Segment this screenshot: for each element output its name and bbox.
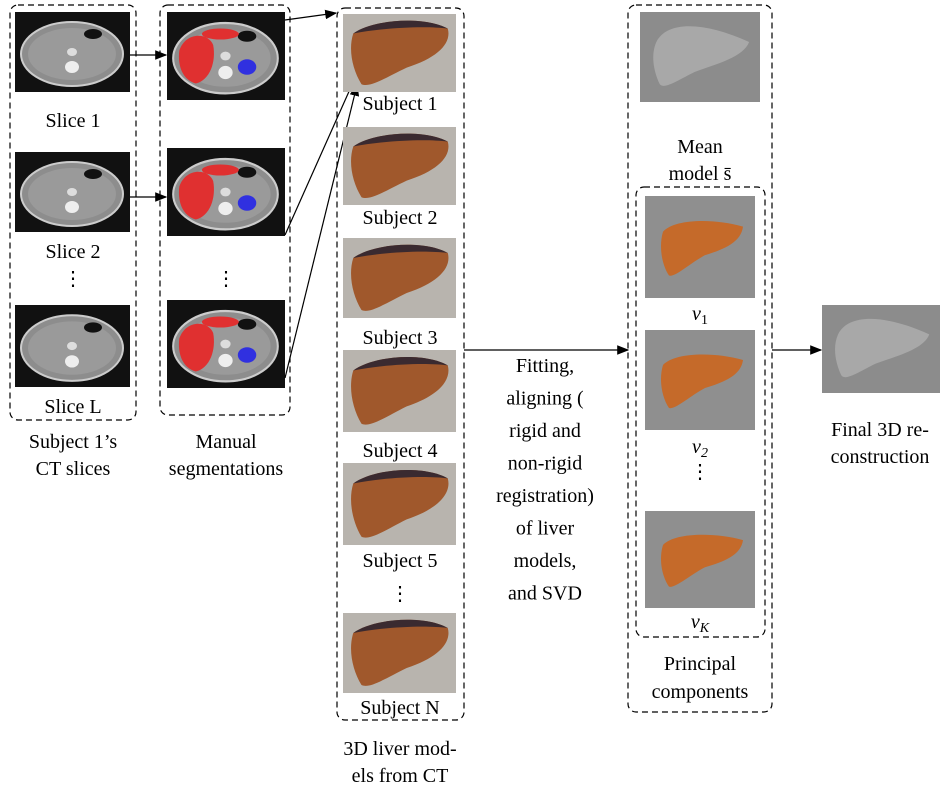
caption: components bbox=[652, 681, 749, 703]
caption: Subject 1’s bbox=[29, 431, 118, 453]
caption: Mean bbox=[677, 136, 723, 158]
slice-label: Slice 2 bbox=[46, 241, 101, 263]
subject-label: Subject 3 bbox=[363, 327, 438, 349]
component-image bbox=[645, 330, 755, 430]
component-label: v bbox=[691, 611, 700, 633]
caption: segmentations bbox=[169, 458, 284, 480]
subject-label: Subject N bbox=[360, 697, 439, 719]
component-image bbox=[645, 196, 755, 298]
ellipsis: ⋮ bbox=[390, 583, 410, 605]
liver-image bbox=[343, 350, 456, 432]
liver-image bbox=[343, 127, 456, 205]
caption: Manual bbox=[195, 431, 257, 453]
segmentation-image bbox=[167, 300, 285, 388]
liver-image bbox=[343, 463, 456, 545]
process-line: of liver bbox=[516, 518, 575, 540]
caption: els from CT bbox=[352, 765, 449, 787]
component-label: vK bbox=[691, 611, 710, 636]
ct-image bbox=[15, 152, 130, 232]
liver-image bbox=[343, 238, 456, 318]
segmentation-image bbox=[167, 148, 285, 236]
caption: construction bbox=[831, 446, 930, 468]
component-label: v2 bbox=[692, 436, 708, 461]
component-label: v bbox=[692, 303, 701, 325]
ellipsis: ⋮ bbox=[63, 268, 83, 290]
mean-model-image bbox=[640, 12, 760, 102]
process-line: registration) bbox=[496, 485, 594, 507]
component-label: v bbox=[692, 436, 701, 458]
diagram: Slice 1 Slice 2 ⋮ Slice L Subject 1’s CT… bbox=[0, 0, 948, 794]
component-subscript: 1 bbox=[701, 313, 708, 328]
process-line: rigid and bbox=[509, 420, 581, 442]
ellipsis: ⋮ bbox=[690, 461, 710, 483]
component-label: v1 bbox=[692, 303, 708, 328]
liver-image bbox=[343, 613, 456, 693]
slice-label: Slice L bbox=[44, 396, 101, 418]
process-line: aligning ( bbox=[506, 388, 584, 410]
ct-image bbox=[15, 305, 130, 387]
process-text: Fitting, aligning ( rigid and non-rigid regi… bbox=[496, 355, 594, 605]
caption: Final 3D re- bbox=[831, 419, 929, 441]
caption: Principal bbox=[664, 653, 737, 675]
component-image bbox=[645, 511, 755, 608]
subject-label: Subject 5 bbox=[363, 550, 438, 572]
ellipsis: ⋮ bbox=[216, 268, 236, 290]
caption: 3D liver mod- bbox=[343, 738, 456, 760]
caption: model s̄ bbox=[669, 163, 732, 185]
process-line: Fitting, bbox=[516, 355, 574, 377]
component-subscript: 2 bbox=[701, 446, 708, 461]
subject-label: Subject 1 bbox=[363, 93, 438, 115]
subject-label: Subject 2 bbox=[363, 207, 438, 229]
component-subscript: K bbox=[699, 621, 710, 636]
caption: CT slices bbox=[36, 458, 111, 480]
subject-label: Subject 4 bbox=[363, 440, 438, 462]
slice-label: Slice 1 bbox=[46, 110, 101, 132]
process-line: models, bbox=[514, 550, 577, 572]
process-line: non-rigid bbox=[508, 453, 582, 475]
arrow bbox=[285, 13, 336, 20]
liver-image bbox=[343, 14, 456, 92]
ct-image bbox=[15, 12, 130, 92]
final-image bbox=[822, 305, 940, 393]
process-line: and SVD bbox=[508, 583, 582, 605]
segmentation-image bbox=[167, 12, 285, 100]
